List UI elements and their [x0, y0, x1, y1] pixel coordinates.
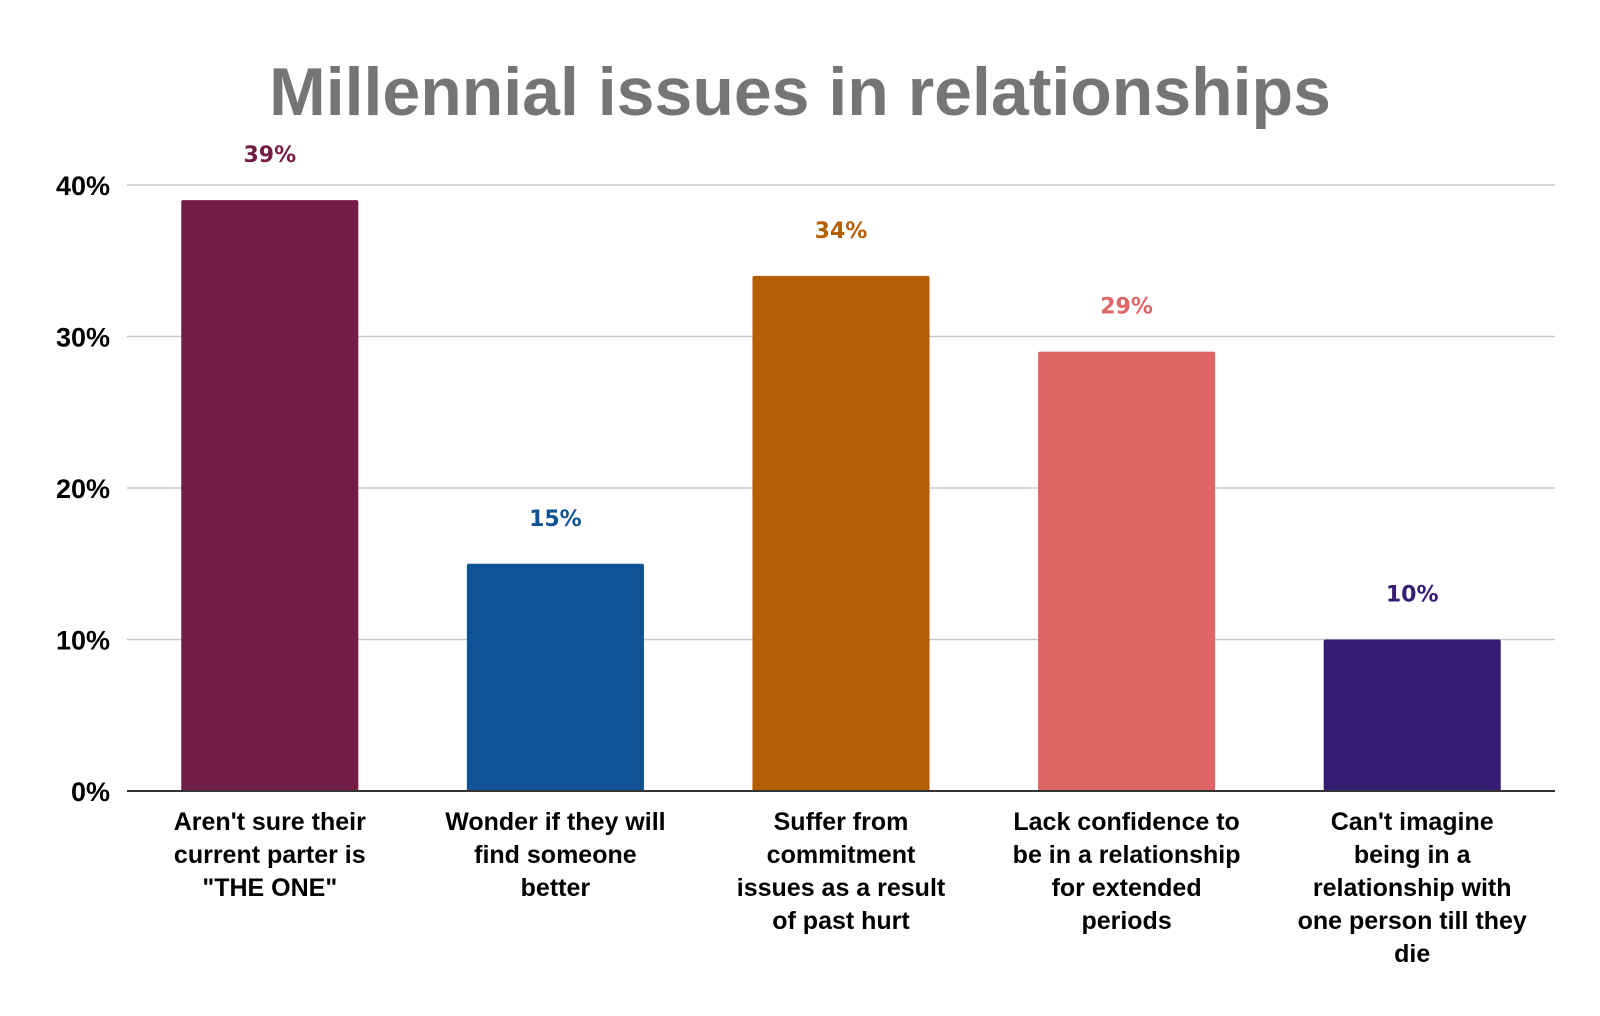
data-label: 39%: [243, 143, 296, 168]
category-label: Lack confidence to be in a relationship fo…: [1013, 808, 1241, 935]
y-tick-label: 30%: [56, 323, 110, 353]
category-label: Can't imagine being in a relationship with…: [1298, 808, 1527, 968]
category-label: Wonder if they will find someone better: [445, 808, 665, 902]
bar: [752, 275, 930, 791]
y-axis-ticks: 0% 10% 20% 30% 40%: [56, 171, 110, 807]
bar: [1323, 639, 1501, 791]
bar: [1038, 351, 1216, 791]
bars: [181, 200, 1501, 791]
bar: [466, 563, 644, 791]
category-label: Aren't sure their current parter is "THE O…: [174, 808, 366, 902]
chart-title: Millennial issues in relationships: [269, 54, 1331, 130]
y-tick-label: 10%: [56, 626, 110, 656]
data-label: 10%: [1386, 583, 1439, 608]
data-label: 29%: [1100, 295, 1153, 320]
data-label: 34%: [815, 219, 868, 244]
data-labels: 39% 15% 34% 29% 10%: [243, 143, 1438, 607]
category-label: Suffer from commitment issues as a result o…: [737, 808, 946, 935]
y-tick-label: 20%: [56, 474, 110, 504]
bar: [181, 200, 359, 791]
data-label: 15%: [529, 507, 582, 532]
x-axis-categories: Aren't sure their current parter is "THE O…: [174, 808, 1527, 968]
y-tick-label: 0%: [71, 777, 110, 807]
y-tick-label: 40%: [56, 171, 110, 201]
